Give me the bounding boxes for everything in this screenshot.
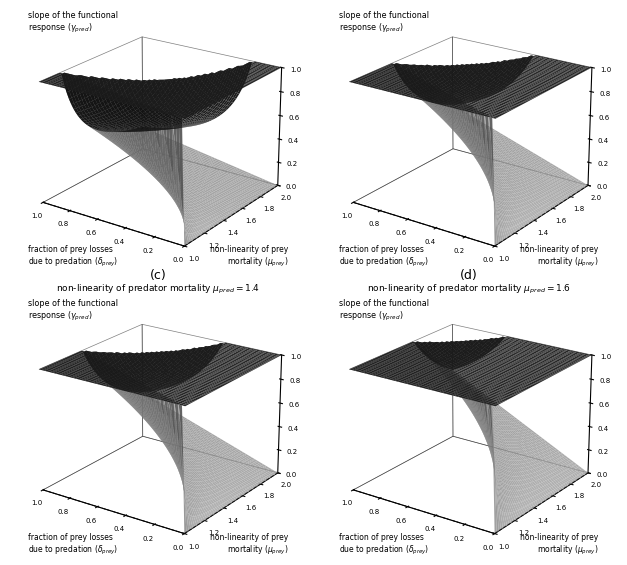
Text: fraction of prey losses
due to predation ($\delta_{prey}$): fraction of prey losses due to predation…	[339, 533, 429, 557]
Text: non-linearity of prey
mortality ($\mu_{prey}$): non-linearity of prey mortality ($\mu_{p…	[520, 533, 599, 557]
Text: non-linearity of predator mortality $\mu_{pred} = 1.4$: non-linearity of predator mortality $\mu…	[56, 283, 260, 296]
Text: fraction of prey losses
due to predation ($\delta_{prey}$): fraction of prey losses due to predation…	[28, 245, 119, 269]
Text: slope of the functional
response ($\gamma_{pred}$): slope of the functional response ($\gamm…	[339, 299, 429, 323]
Text: non-linearity of predator mortality $\mu_{pred} = 1.6$: non-linearity of predator mortality $\mu…	[367, 283, 571, 296]
Text: non-linearity of prey
mortality ($\mu_{prey}$): non-linearity of prey mortality ($\mu_{p…	[210, 245, 288, 269]
Text: (c): (c)	[150, 269, 167, 282]
Text: non-linearity of prey
mortality ($\mu_{prey}$): non-linearity of prey mortality ($\mu_{p…	[210, 533, 288, 557]
Text: non-linearity of prey
mortality ($\mu_{prey}$): non-linearity of prey mortality ($\mu_{p…	[520, 245, 599, 269]
Text: slope of the functional
response ($\gamma_{pred}$): slope of the functional response ($\gamm…	[28, 299, 119, 323]
Text: slope of the functional
response ($\gamma_{pred}$): slope of the functional response ($\gamm…	[339, 11, 429, 35]
Text: (d): (d)	[460, 269, 478, 282]
Text: slope of the functional
response ($\gamma_{pred}$): slope of the functional response ($\gamm…	[28, 11, 119, 35]
Text: fraction of prey losses
due to predation ($\delta_{prey}$): fraction of prey losses due to predation…	[339, 245, 429, 269]
Text: fraction of prey losses
due to predation ($\delta_{prey}$): fraction of prey losses due to predation…	[28, 533, 119, 557]
